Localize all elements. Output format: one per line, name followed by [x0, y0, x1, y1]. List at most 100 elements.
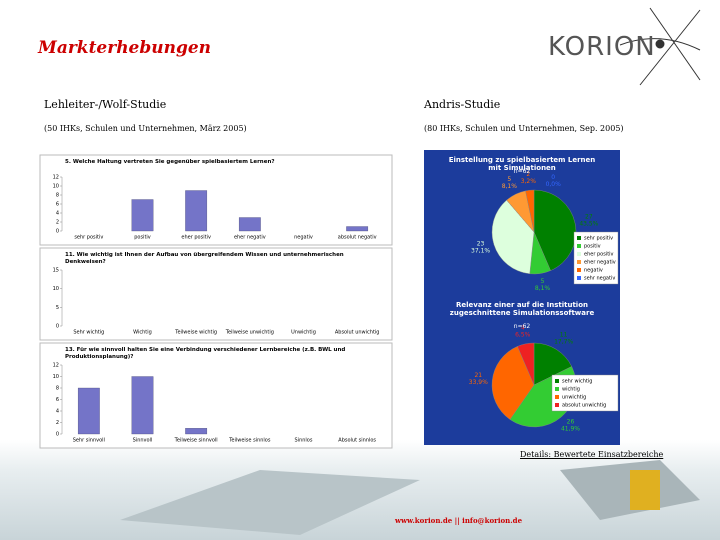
footer: www.korion.de || info@korion.de: [395, 516, 523, 525]
pie-slice: [517, 342, 535, 386]
y-tick-label: 0: [56, 432, 59, 438]
y-tick-label: 15: [53, 268, 59, 274]
pie-slice: [525, 189, 535, 233]
x-tick-label: sehr positiv: [74, 235, 103, 241]
chart-title: 5. Welche Haltung vertreten Sie gegenübe…: [65, 159, 275, 165]
legend-swatch: [555, 403, 559, 407]
x-tick-label: negativ: [294, 235, 313, 241]
legend-swatch: [555, 387, 559, 391]
legend-swatch: [577, 268, 581, 272]
legend-label: sehr wichtig: [562, 379, 592, 385]
value-label: 4: [521, 325, 525, 332]
y-tick-label: 10: [53, 374, 59, 380]
x-tick-label: Absolut sinnlos: [338, 438, 376, 444]
legend-label: sehr negativ: [584, 276, 615, 282]
legend-swatch: [577, 244, 581, 248]
chart-title: Relevanz einer auf die Institution zuges…: [449, 301, 595, 317]
share-label: 8,1%: [535, 285, 551, 292]
y-tick-label: 10: [53, 286, 59, 292]
y-tick-label: 10: [53, 184, 59, 190]
forklift: [630, 470, 660, 510]
legend-swatch: [577, 260, 581, 264]
y-tick-label: 4: [56, 409, 59, 415]
legend-label: positiv: [584, 244, 601, 250]
left-heading: Lehleiter-/Wolf-Studie: [44, 98, 167, 111]
bar: [131, 199, 154, 232]
x-tick-label: absolut negativ: [338, 235, 377, 241]
chart-subtitle: n=62: [513, 323, 531, 330]
bar: [185, 190, 208, 232]
value-label: 27: [585, 214, 593, 221]
bar: [346, 226, 369, 232]
share-label: 41,9%: [561, 425, 580, 432]
x-tick-label: eher positiv: [181, 235, 211, 241]
value-label: 11: [560, 332, 568, 339]
bar: [185, 428, 208, 435]
legend-swatch: [577, 252, 581, 256]
legend-label: eher negativ: [584, 260, 616, 266]
slide-title: Markterhebungen: [38, 38, 212, 58]
x-tick-label: Sinnvoll: [133, 438, 153, 444]
value-label: 5: [541, 278, 545, 285]
value-label: 23: [477, 241, 485, 248]
chart-title: 13. Für wie sinnvoll halten Sie eine Ver…: [65, 347, 346, 360]
pie-slice: [533, 189, 577, 271]
details-link[interactable]: Details: Bewertete Einsatzbereiche: [520, 450, 664, 459]
value-label: 26: [567, 418, 575, 425]
right-subheading: (80 IHKs, Schulen und Unternehmen, Sep. …: [424, 124, 624, 133]
pie-slice: [491, 199, 535, 275]
legend-swatch: [577, 236, 581, 240]
x-tick-label: Unwichtig: [291, 330, 316, 336]
x-tick-label: positiv: [134, 235, 151, 241]
share-label: 0,0%: [546, 181, 562, 188]
legend-label: eher positiv: [584, 252, 614, 258]
x-tick-label: Teilweise unwichtig: [225, 330, 274, 336]
y-tick-label: 2: [56, 420, 59, 426]
share-label: 43,5%: [579, 221, 598, 228]
bar: [238, 217, 261, 232]
x-tick-label: Teilweise sinnvoll: [174, 438, 218, 444]
logo: KORION: [548, 32, 656, 62]
machine: [120, 470, 420, 535]
x-tick-label: Absolut unwichtig: [335, 330, 380, 336]
legend-swatch: [555, 379, 559, 383]
legend-box: [551, 374, 619, 412]
y-tick-label: 0: [56, 324, 59, 330]
x-tick-label: eher negativ: [234, 235, 266, 241]
chart-panel: [39, 154, 393, 246]
x-tick-label: Wichtig: [133, 330, 152, 336]
legend-label: sehr positiv: [584, 236, 613, 242]
y-tick-label: 4: [56, 211, 59, 217]
chart-panel: [39, 247, 393, 341]
share-label: 8,1%: [502, 183, 518, 190]
legend-swatch: [555, 395, 559, 399]
y-tick-label: 0: [56, 229, 59, 235]
share-label: 37,1%: [471, 248, 490, 255]
y-tick-label: 6: [56, 397, 59, 403]
bar: [131, 376, 154, 435]
y-tick-label: 2: [56, 220, 59, 226]
share-label: 33,9%: [469, 379, 488, 386]
y-tick-label: 12: [53, 175, 59, 181]
y-tick-label: 6: [56, 202, 59, 208]
logo-mark: [619, 7, 701, 86]
x-tick-label: Sehr wichtig: [73, 330, 104, 336]
legend-label: unwichtig: [562, 395, 586, 401]
share-label: 6,5%: [515, 332, 531, 339]
value-label: 0: [551, 174, 555, 181]
y-tick-label: 12: [53, 363, 59, 369]
value-label: 21: [474, 372, 482, 379]
legend-swatch: [577, 276, 581, 280]
pie-slice: [533, 342, 572, 386]
left-subheading: (50 IHKs, Schulen und Unternehmen, März …: [44, 124, 247, 133]
share-label: 17,7%: [554, 339, 573, 346]
y-tick-label: 5: [56, 305, 59, 311]
chart-title: Einstellung zu spielbasiertem Lernen mit…: [448, 156, 596, 172]
value-label: 5: [507, 176, 511, 183]
legend-label: absolut unwichtig: [562, 403, 606, 409]
y-tick-label: 8: [56, 386, 59, 392]
x-tick-label: Teilweise wichtig: [174, 330, 217, 336]
x-tick-label: Sehr sinnvoll: [73, 438, 105, 444]
